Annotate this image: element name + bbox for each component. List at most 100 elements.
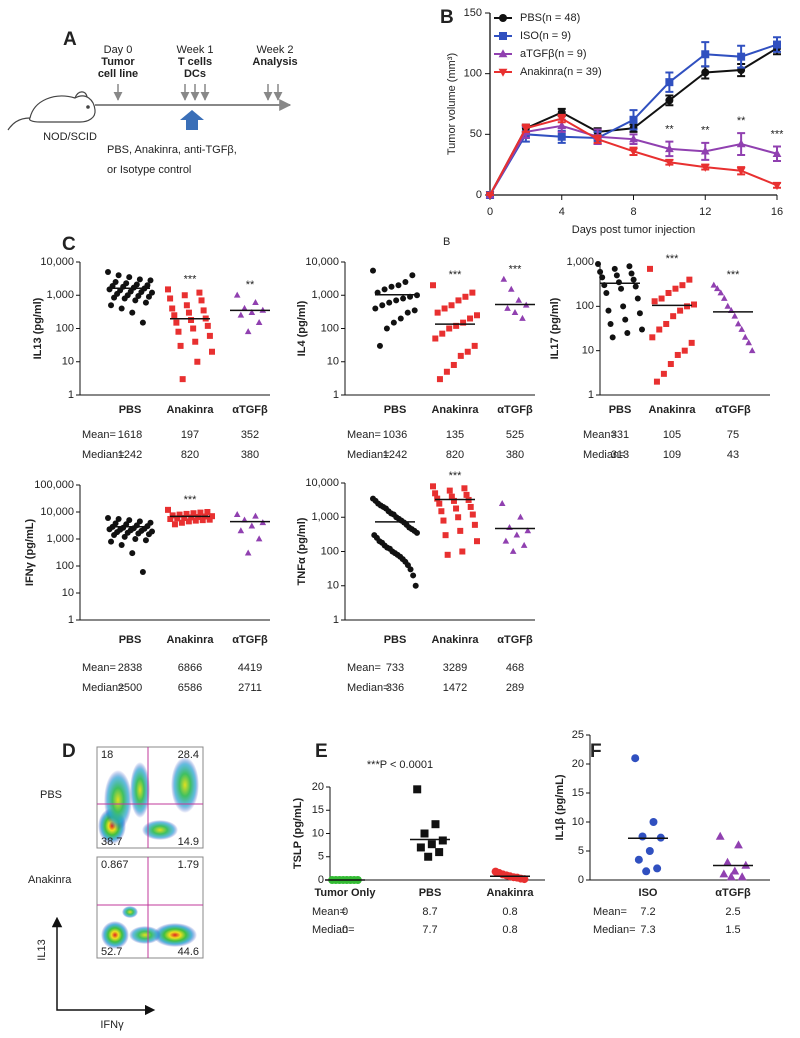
data-point — [145, 531, 152, 538]
data-point — [177, 342, 184, 349]
x-tick-label: PBS — [119, 634, 142, 646]
data-point — [194, 358, 201, 365]
data-point — [135, 530, 142, 537]
data-point — [379, 302, 386, 309]
x-tick-label: Tumor Only — [315, 887, 377, 899]
data-point — [450, 361, 457, 368]
significance: *** — [509, 263, 523, 275]
data-point — [462, 293, 469, 300]
x-tick-label: Anakinra — [486, 887, 534, 899]
data-point — [255, 535, 263, 542]
density-cloud — [129, 926, 161, 944]
data-point — [209, 513, 215, 520]
y-tick-label: 1,000 — [311, 289, 339, 301]
stat-value: 4419 — [238, 662, 262, 674]
data-point — [663, 320, 670, 327]
data-point — [200, 307, 207, 314]
y-tick-label: 1,000 — [566, 256, 594, 268]
x-tick-label: Anakinra — [166, 404, 214, 416]
data-point — [507, 285, 515, 292]
data-point — [174, 515, 181, 522]
y-tick-label: 10 — [312, 827, 324, 839]
y-tick-label: 15 — [572, 787, 584, 799]
x-tick-label: PBS — [119, 404, 142, 416]
data-point — [737, 872, 747, 881]
stat-value: 3289 — [443, 662, 467, 674]
data-point — [593, 135, 603, 144]
legend-marker — [498, 68, 508, 77]
stat-label: Mean= — [583, 429, 617, 441]
data-point — [386, 299, 393, 306]
significance: *** — [449, 269, 463, 281]
data-point — [370, 267, 376, 274]
x-tick-label: 4 — [559, 206, 565, 218]
data-point — [129, 309, 136, 316]
data-point — [443, 368, 450, 375]
data-point — [233, 511, 241, 518]
y-tick-label: 20 — [572, 758, 584, 770]
stat-value: 468 — [506, 662, 524, 674]
data-point — [730, 866, 740, 875]
y-axis-label: Tumor volume (mm³) — [446, 53, 458, 155]
data-point — [139, 568, 146, 575]
data-point — [455, 514, 462, 521]
stat-value: 8.7 — [422, 906, 437, 918]
y-tick-label: 50 — [470, 128, 482, 140]
data-point — [167, 516, 174, 523]
data-point — [632, 283, 639, 290]
data-point — [681, 347, 688, 354]
x-tick-label: αTGFβ — [497, 634, 533, 646]
stat-value: 0.8 — [502, 924, 517, 936]
stat-label: Median= — [593, 924, 636, 936]
data-point — [469, 511, 476, 518]
stat-label: Median= — [312, 924, 355, 936]
data-point — [645, 847, 654, 855]
data-point — [197, 509, 204, 516]
y-tick-label: 10,000 — [305, 256, 339, 268]
timepoint-event: Analysis — [252, 56, 297, 68]
data-point — [126, 517, 133, 524]
quadrant-value: 14.9 — [178, 836, 199, 848]
data-point — [255, 319, 263, 326]
data-point — [513, 531, 521, 538]
y-tick-label: 5 — [578, 845, 584, 857]
data-point — [430, 282, 436, 289]
data-point — [446, 325, 453, 332]
data-point — [701, 68, 710, 77]
stat-label: Median= — [82, 682, 125, 694]
data-point — [670, 313, 677, 320]
data-point — [171, 521, 178, 528]
stat-value: 75 — [727, 429, 739, 441]
timepoint-label: Week 2 — [256, 44, 293, 56]
y-tick-label: 0 — [476, 189, 482, 201]
timepoint-event: Tumor — [101, 56, 135, 68]
data-point — [404, 309, 411, 316]
data-point — [672, 285, 679, 292]
stat-value: 7.3 — [640, 924, 655, 936]
stat-value: 352 — [241, 429, 259, 441]
legend-marker — [499, 14, 507, 22]
data-point — [409, 272, 416, 279]
data-point — [383, 325, 390, 332]
x-tick-label: Anakinra — [166, 634, 214, 646]
data-point — [467, 315, 474, 322]
x-tick-label: 16 — [771, 206, 783, 218]
stat-value: 43 — [727, 449, 739, 461]
density-cloud — [142, 820, 178, 840]
data-point — [745, 339, 753, 346]
data-point — [450, 497, 457, 504]
treatment-text: PBS, Anakinra, anti-TGFβ, — [107, 144, 237, 156]
stat-label: Median= — [347, 449, 390, 461]
data-point — [741, 333, 749, 340]
data-point — [115, 272, 122, 279]
data-point — [416, 843, 425, 852]
data-point — [414, 292, 420, 299]
stat-value: 1036 — [383, 429, 407, 441]
data-point — [237, 311, 245, 318]
data-point — [106, 526, 113, 533]
data-point — [132, 297, 139, 304]
data-point — [665, 96, 674, 105]
y-tick-label: 5 — [318, 851, 324, 863]
x-tick-label: ISO — [639, 887, 658, 899]
